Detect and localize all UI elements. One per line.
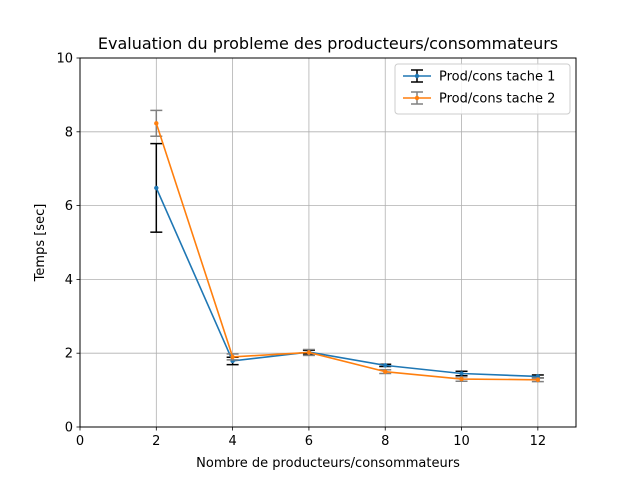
data-point bbox=[459, 371, 464, 376]
series-layer bbox=[150, 109, 544, 383]
data-point bbox=[230, 354, 235, 360]
y-tick-label: 0 bbox=[65, 421, 73, 436]
y-tick-label: 8 bbox=[65, 125, 73, 140]
y-tick-label: 4 bbox=[65, 273, 73, 288]
y-axis-label: Temps [sec] bbox=[33, 204, 48, 283]
legend-box bbox=[394, 63, 571, 115]
data-point bbox=[383, 369, 388, 374]
series-line bbox=[155, 123, 538, 381]
data-point bbox=[306, 350, 312, 355]
x-tick-label: 0 bbox=[76, 434, 84, 449]
legend-item-1: Prod/cons tache 1 bbox=[403, 69, 555, 85]
legend-marker bbox=[414, 95, 420, 101]
chart-title: Evaluation du probleme des producteurs/c… bbox=[98, 34, 558, 53]
x-tick-label: 8 bbox=[381, 434, 389, 449]
ticks: 0 2 4 6 8 10 12 0 2 4 6 8 10 bbox=[56, 52, 546, 450]
x-tick-label: 12 bbox=[530, 434, 547, 449]
y-tick-label: 6 bbox=[65, 199, 73, 214]
x-axis-label: Nombre de producteurs/consommateurs bbox=[196, 456, 460, 471]
data-point bbox=[154, 185, 159, 191]
x-tick-label: 6 bbox=[305, 434, 313, 449]
x-tick-label: 2 bbox=[152, 434, 160, 449]
x-tick-label: 10 bbox=[453, 434, 470, 449]
legend-label: Prod/cons tache 2 bbox=[439, 92, 555, 107]
data-point bbox=[459, 376, 464, 382]
plot-frame bbox=[79, 57, 577, 428]
data-point bbox=[154, 121, 159, 126]
legend-label: Prod/cons tache 1 bbox=[439, 70, 555, 85]
data-point bbox=[535, 377, 541, 382]
legend: Prod/cons tache 1 Prod/cons tache 2 bbox=[394, 63, 571, 115]
series-2 bbox=[150, 109, 544, 383]
legend-item-2: Prod/cons tache 2 bbox=[403, 91, 555, 107]
x-tick-label: 4 bbox=[228, 434, 236, 449]
series-line bbox=[155, 187, 538, 378]
y-tick-label: 10 bbox=[56, 52, 73, 67]
data-point bbox=[383, 363, 388, 368]
y-tick-label: 2 bbox=[65, 347, 73, 362]
legend-marker bbox=[414, 73, 420, 79]
